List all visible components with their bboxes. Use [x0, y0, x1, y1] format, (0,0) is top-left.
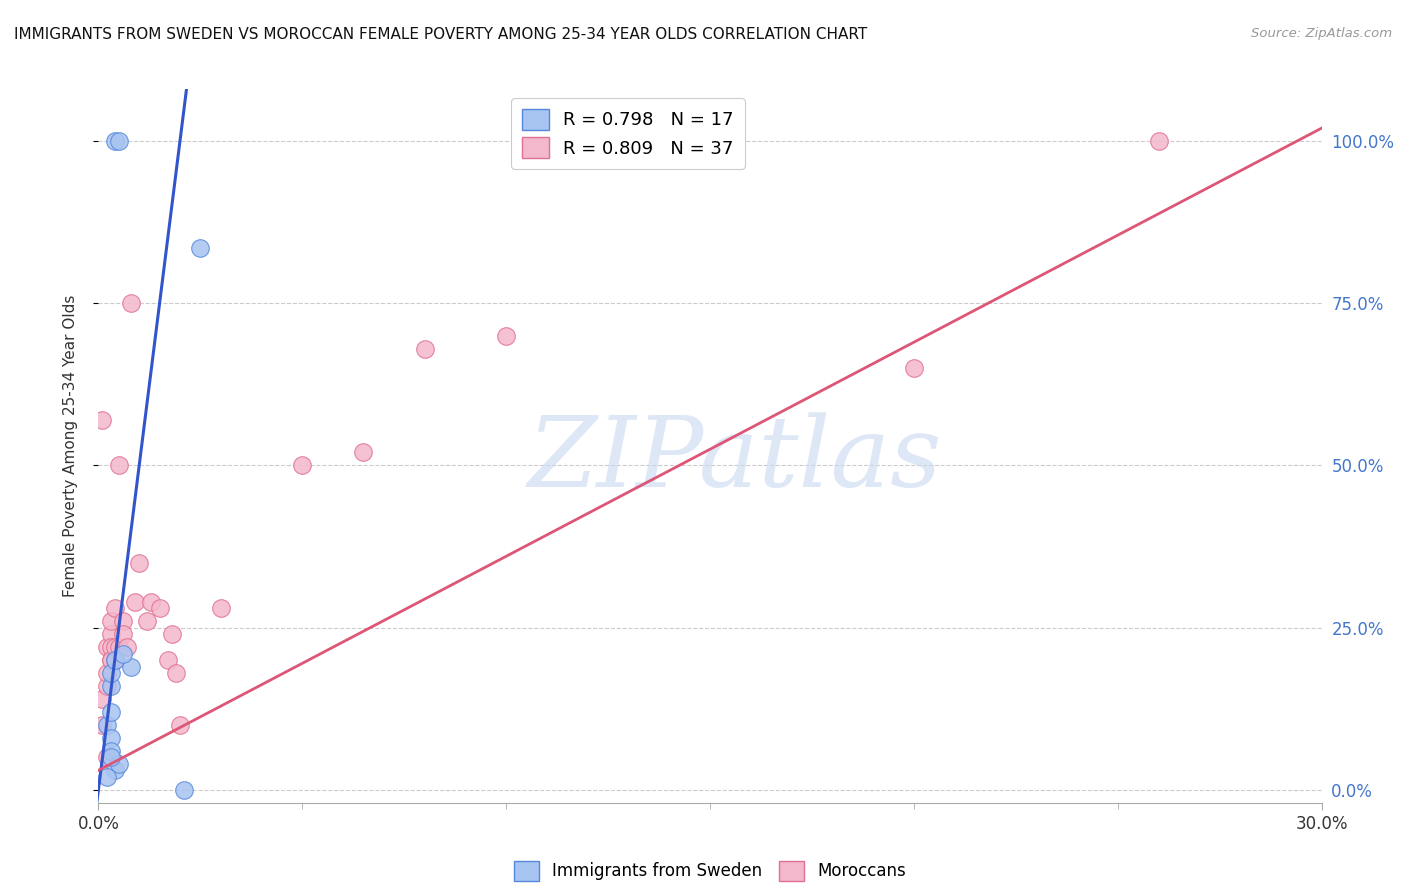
- Point: [188, 241, 212, 255]
- Point: [100, 653, 122, 667]
- Point: [120, 659, 142, 673]
- Text: ZIPatlas: ZIPatlas: [527, 413, 942, 508]
- Point: [96, 750, 118, 764]
- Point: [96, 770, 118, 784]
- Point: [165, 666, 187, 681]
- Point: [91, 692, 114, 706]
- Y-axis label: Female Poverty Among 25-34 Year Olds: Female Poverty Among 25-34 Year Olds: [63, 295, 77, 597]
- Point: [209, 601, 232, 615]
- Point: [291, 458, 314, 473]
- Point: [903, 361, 925, 376]
- Point: [100, 750, 122, 764]
- Point: [100, 653, 122, 667]
- Point: [91, 413, 114, 427]
- Point: [104, 640, 127, 654]
- Point: [104, 601, 127, 615]
- Point: [104, 764, 127, 778]
- Point: [111, 614, 134, 628]
- Point: [104, 653, 127, 667]
- Point: [108, 756, 131, 771]
- Point: [173, 782, 195, 797]
- Point: [141, 595, 163, 609]
- Point: [120, 296, 142, 310]
- Point: [495, 328, 517, 343]
- Point: [100, 627, 122, 641]
- Point: [100, 705, 122, 719]
- Point: [100, 640, 122, 654]
- Point: [115, 640, 138, 654]
- Point: [169, 718, 191, 732]
- Text: Source: ZipAtlas.com: Source: ZipAtlas.com: [1251, 27, 1392, 40]
- Point: [96, 666, 118, 681]
- Point: [352, 445, 374, 459]
- Point: [100, 744, 122, 758]
- Point: [100, 666, 122, 681]
- Legend: Immigrants from Sweden, Moroccans: Immigrants from Sweden, Moroccans: [508, 855, 912, 888]
- Text: IMMIGRANTS FROM SWEDEN VS MOROCCAN FEMALE POVERTY AMONG 25-34 YEAR OLDS CORRELAT: IMMIGRANTS FROM SWEDEN VS MOROCCAN FEMAL…: [14, 27, 868, 42]
- Point: [108, 458, 131, 473]
- Point: [156, 653, 179, 667]
- Point: [108, 640, 131, 654]
- Point: [100, 731, 122, 745]
- Point: [96, 718, 118, 732]
- Point: [136, 614, 159, 628]
- Point: [104, 134, 127, 148]
- Point: [104, 653, 127, 667]
- Point: [128, 556, 150, 570]
- Point: [160, 627, 183, 641]
- Point: [96, 679, 118, 693]
- Point: [91, 718, 114, 732]
- Point: [149, 601, 172, 615]
- Point: [108, 134, 131, 148]
- Point: [413, 342, 436, 356]
- Point: [1147, 134, 1170, 148]
- Point: [100, 614, 122, 628]
- Point: [124, 595, 146, 609]
- Point: [100, 679, 122, 693]
- Point: [111, 627, 134, 641]
- Point: [111, 647, 134, 661]
- Point: [96, 640, 118, 654]
